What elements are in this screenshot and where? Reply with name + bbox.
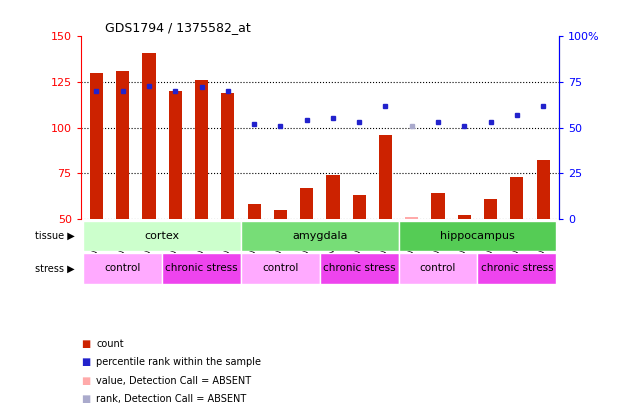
Bar xyxy=(195,80,208,219)
Bar xyxy=(478,253,556,284)
Text: control: control xyxy=(262,263,299,273)
Bar xyxy=(320,253,399,284)
Bar xyxy=(327,175,340,219)
Bar xyxy=(169,91,182,219)
Bar xyxy=(116,71,129,219)
Text: control: control xyxy=(420,263,456,273)
Text: chronic stress: chronic stress xyxy=(481,263,553,273)
Text: cortex: cortex xyxy=(145,231,179,241)
Text: tissue ▶: tissue ▶ xyxy=(35,231,75,241)
Text: stress ▶: stress ▶ xyxy=(35,263,75,273)
Bar xyxy=(274,210,287,219)
Bar xyxy=(248,204,261,219)
Bar xyxy=(90,73,103,219)
Text: amygdala: amygdala xyxy=(292,231,348,241)
Text: value, Detection Call = ABSENT: value, Detection Call = ABSENT xyxy=(96,376,252,386)
Text: ■: ■ xyxy=(81,339,90,349)
Bar xyxy=(221,93,234,219)
Text: ■: ■ xyxy=(81,358,90,367)
Text: ■: ■ xyxy=(81,376,90,386)
Text: rank, Detection Call = ABSENT: rank, Detection Call = ABSENT xyxy=(96,394,247,404)
Bar xyxy=(241,221,399,251)
Bar xyxy=(458,215,471,219)
Bar xyxy=(537,160,550,219)
Bar xyxy=(399,221,556,251)
Text: GDS1794 / 1375582_at: GDS1794 / 1375582_at xyxy=(104,21,250,34)
Text: chronic stress: chronic stress xyxy=(323,263,396,273)
Bar xyxy=(142,53,156,219)
Bar xyxy=(510,177,524,219)
Text: hippocampus: hippocampus xyxy=(440,231,515,241)
Bar xyxy=(405,217,419,219)
Bar xyxy=(399,253,478,284)
Bar xyxy=(83,253,162,284)
Text: count: count xyxy=(96,339,124,349)
Bar xyxy=(241,253,320,284)
Text: control: control xyxy=(104,263,141,273)
Bar xyxy=(379,135,392,219)
Bar xyxy=(353,195,366,219)
Text: percentile rank within the sample: percentile rank within the sample xyxy=(96,358,261,367)
Bar xyxy=(162,253,241,284)
Text: ■: ■ xyxy=(81,394,90,404)
Text: chronic stress: chronic stress xyxy=(165,263,238,273)
Bar xyxy=(432,193,445,219)
Bar xyxy=(300,188,313,219)
Bar xyxy=(83,221,241,251)
Bar xyxy=(484,198,497,219)
